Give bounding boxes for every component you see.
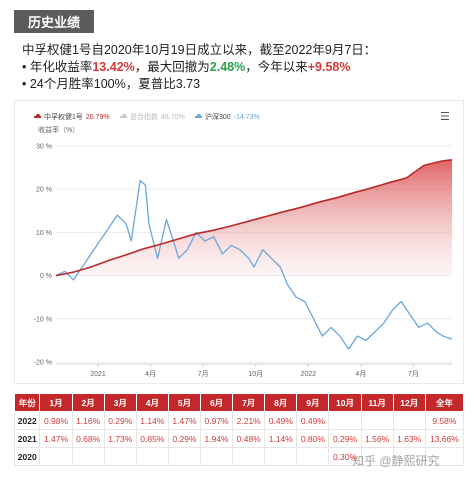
return-cell: 0.29%	[167, 429, 202, 448]
return-cell: 0.85%	[135, 429, 169, 448]
column-header: 年份	[13, 393, 41, 412]
return-cell	[424, 447, 465, 466]
legend-fund-marker	[34, 114, 41, 118]
column-header: 5月	[167, 393, 202, 412]
table-row: 2020 0.30%	[13, 447, 465, 466]
return-cell	[328, 411, 362, 430]
column-header: 10月	[328, 393, 362, 412]
return-cell: 0.49%	[264, 411, 298, 430]
legend-composite[interactable]: 复合指数 48.70%	[120, 112, 185, 122]
legend-composite-marker	[120, 114, 127, 118]
legend-csi300-value: -14.73%	[233, 113, 260, 121]
max-drawdown-label: ，最大回撤为	[134, 60, 210, 74]
return-cell: 13.66%	[424, 429, 465, 448]
return-cell: 1.56%	[360, 429, 394, 448]
return-cell: 1.14%	[264, 429, 298, 448]
return-cell: 1.47%	[39, 429, 73, 448]
return-cell: 1.94%	[200, 429, 234, 448]
annual-return-label: • 年化收益率	[22, 60, 93, 74]
return-cell: 9.58%	[424, 411, 465, 430]
return-cell: 2.21%	[232, 411, 266, 430]
year-cell: 2021	[13, 429, 41, 448]
return-cell: 1.63%	[392, 429, 426, 448]
return-cell: 0.48%	[232, 429, 266, 448]
column-header: 9月	[296, 393, 330, 412]
return-cell	[296, 447, 330, 466]
return-cell: 0.97%	[200, 411, 234, 430]
annual-return-value: 13.42%	[92, 60, 135, 74]
return-cell	[232, 447, 266, 466]
table-header-row: 年份 1月 2月 3月 4月 5月 6月 7月 8月 9月 10月 11月 12月 全年	[13, 393, 465, 412]
return-cell: 1.16%	[71, 411, 105, 430]
monthly-returns-table: 年份 1月 2月 3月 4月 5月 6月 7月 8月 9月 10月 11月 12月 全年 2022 0.98…	[13, 393, 465, 466]
return-cell	[167, 447, 202, 466]
year-cell: 2020	[13, 447, 41, 466]
return-cell: 0.29%	[103, 411, 137, 430]
column-header: 全年	[424, 393, 465, 412]
return-cell	[39, 447, 73, 466]
return-cell: 0.80%	[296, 429, 330, 448]
return-cell	[135, 447, 169, 466]
summary-line-winrate: • 24个月胜率100%，夏普比3.73	[22, 77, 201, 91]
return-cell: 1.73%	[103, 429, 137, 448]
legend-fund-value: 26.79%	[85, 113, 110, 121]
hamburger-menu-icon[interactable]: ☰	[440, 111, 450, 123]
return-cell	[103, 447, 137, 466]
column-header: 8月	[264, 393, 298, 412]
legend-fund-name: 中孚权健1号	[44, 114, 83, 121]
return-cell	[200, 447, 234, 466]
summary-line-inception: 中孚权健1号自2020年10月19日成立以来，截至2022年9月7日：	[22, 43, 377, 57]
return-cell: 0.68%	[71, 429, 105, 448]
performance-summary: 中孚权健1号自2020年10月19日成立以来，截至2022年9月7日： • 年化…	[22, 42, 462, 93]
section-title-text: 历史业绩	[27, 15, 80, 30]
table-row: 2021 1.47% 0.68% 1.73% 0.85% 0.29% 1.94% 0.48% 1…	[13, 429, 465, 448]
chart-panel	[14, 100, 464, 384]
max-drawdown-value: 2.48%	[209, 60, 246, 74]
return-cell: 0.49%	[296, 411, 330, 430]
watermark: 知乎 @静熙研究	[352, 454, 440, 468]
legend-csi300-marker	[195, 114, 202, 118]
legend-composite-value: 48.70%	[161, 113, 185, 121]
year-cell: 2022	[13, 411, 41, 430]
return-cell: 1.47%	[167, 411, 202, 430]
column-header: 1月	[39, 393, 73, 412]
column-header: 12月	[392, 393, 426, 412]
ytd-label: ，今年以来	[245, 60, 308, 74]
return-cell: 1.14%	[135, 411, 169, 430]
table-row: 2022 0.98% 1.16% 0.29% 1.14% 1.47% 0.97% 2.21% 0…	[13, 411, 465, 430]
return-cell	[360, 411, 394, 430]
legend-csi300[interactable]: 沪深300 -14.73%	[195, 112, 260, 122]
column-header: 11月	[360, 393, 394, 412]
return-cell: 0.29%	[328, 429, 362, 448]
section-title: 历史业绩	[14, 10, 94, 33]
legend-fund[interactable]: 中孚权健1号 26.79%	[34, 112, 110, 122]
summary-line-returns: • 年化收益率13.42%，最大回撤为2.48%，今年以来+9.58%	[22, 59, 462, 76]
column-header: 6月	[200, 393, 234, 412]
ytd-value: +9.58%	[307, 60, 351, 74]
column-header: 3月	[103, 393, 137, 412]
return-cell	[71, 447, 105, 466]
column-header: 4月	[135, 393, 169, 412]
legend-composite-name: 复合指数	[130, 114, 158, 121]
legend-csi300-name: 沪深300	[205, 114, 231, 121]
return-cell	[264, 447, 298, 466]
column-header: 2月	[71, 393, 105, 412]
column-header: 7月	[232, 393, 266, 412]
return-cell	[392, 411, 426, 430]
return-cell: 0.98%	[39, 411, 73, 430]
